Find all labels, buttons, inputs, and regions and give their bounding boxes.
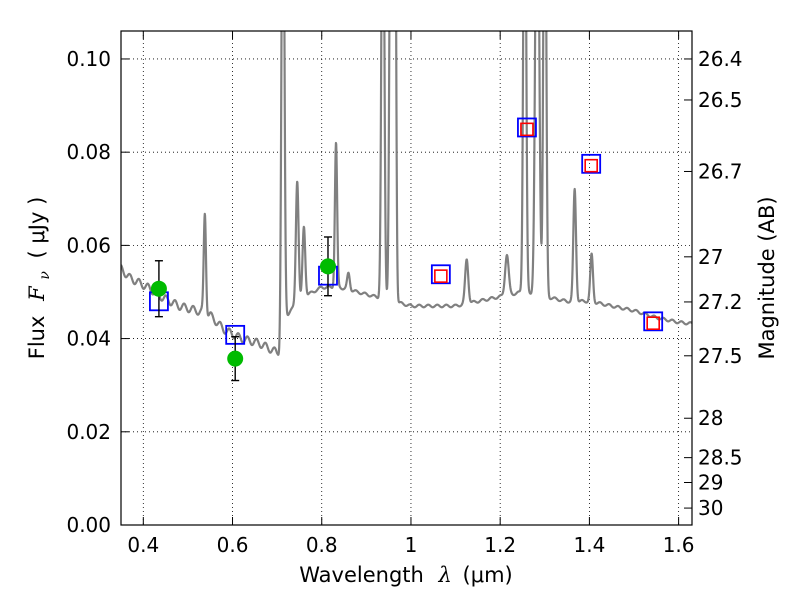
y-tick-label: 0.02 (66, 420, 111, 444)
observed-photometry-point (150, 280, 167, 297)
mag-tick-label: 27.5 (698, 344, 743, 368)
x-axis-label-unit: (μm) (463, 563, 513, 587)
model-photometry-point (643, 311, 664, 332)
y-tick-label: 0.04 (66, 327, 111, 351)
right-axis-label: Magnitude (AB) (755, 196, 779, 359)
mag-tick-label: 30 (698, 496, 723, 520)
mag-tick-label: 27.2 (698, 290, 743, 314)
mag-tick-label: 27 (698, 245, 723, 269)
mag-tick-label: 26.4 (698, 47, 743, 71)
mag-tick-label: 29 (698, 470, 723, 494)
y-tick-label: 0.08 (66, 140, 111, 164)
x-tick-label: 0.8 (306, 533, 338, 557)
axis-ticks: 0.4 0.6 0.8 1 1.2 1.4 1.6 0.00 0.02 0.04 0.06 0.08 0… (66, 31, 743, 557)
x-axis-label: Wavelength λ (μm) (299, 563, 512, 587)
mag-tick-label: 26.5 (698, 88, 743, 112)
synthetic-photometry-point (584, 158, 598, 173)
synthetic-photometry-point (434, 269, 448, 283)
x-tick-label: 0.4 (127, 533, 159, 557)
x-tick-label: 0.6 (217, 533, 249, 557)
observed-photometry-point (227, 350, 244, 367)
x-tick-label: 1.6 (663, 533, 695, 557)
y-axis-label: Flux F ν ( μJy ) (25, 197, 54, 360)
y-axis-label-symbol: F (25, 285, 49, 302)
model-photometry-point (430, 264, 451, 285)
x-tick-label: 1.2 (484, 533, 516, 557)
mag-tick-label: 28 (698, 406, 723, 430)
x-axis-label-symbol: λ (438, 563, 452, 587)
plot-frame (120, 30, 693, 526)
mag-tick-label: 26.7 (698, 159, 743, 183)
y-tick-label: 0.10 (66, 47, 111, 71)
synthetic-photometry-point (646, 316, 660, 331)
x-axis-label-prefix: Wavelength (299, 563, 424, 587)
y-tick-label: 0.00 (66, 513, 111, 537)
spectrum-line (121, 31, 692, 356)
x-tick-label: 1.4 (573, 533, 605, 557)
model-photometry-point (517, 117, 537, 138)
mag-tick-label: 28.5 (698, 446, 743, 470)
y-axis-label-unit: ( μJy ) (25, 197, 49, 259)
y-axis-label-subscript: ν (37, 271, 53, 280)
synthetic-photometry-point (520, 122, 534, 137)
observed-photometry-point (319, 258, 336, 275)
model-photometry-point (581, 153, 602, 174)
y-axis-label-prefix: Flux (25, 316, 49, 360)
x-tick-label: 1 (405, 533, 418, 557)
y-tick-label: 0.06 (66, 233, 111, 257)
plot-background (121, 31, 692, 525)
data-marks (149, 117, 664, 382)
